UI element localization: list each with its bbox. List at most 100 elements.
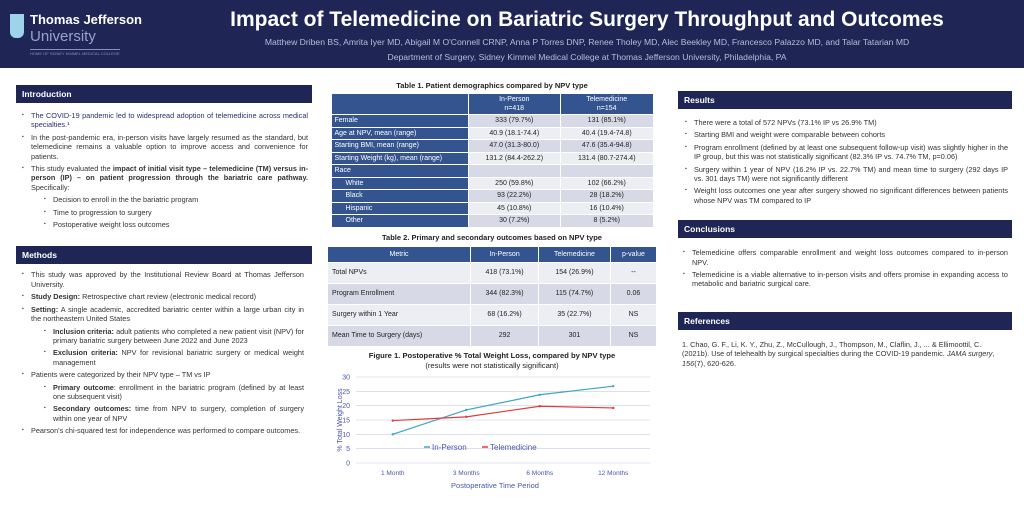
col-n: n=154: [596, 105, 617, 112]
affiliation: Department of Surgery, Sidney Kimmel Med…: [387, 52, 787, 62]
data-point: [612, 406, 615, 409]
table-cell: 418 (73.1%): [470, 261, 540, 284]
methods-sub-bullet: Exclusion criteria: NPV for revisional b…: [44, 348, 304, 367]
in-person-cell: 131.2 (84.4-262.2): [467, 151, 561, 165]
legend-label: In-Person: [432, 443, 467, 452]
label: Primary outcome: [53, 382, 114, 392]
table-cell: --: [609, 261, 658, 284]
figure-subtitle: (results were not statistically signific…: [425, 360, 559, 370]
text: adult patients who completed a new patie…: [53, 326, 304, 345]
row-label: Starting Weight (kg), mean (range): [330, 151, 469, 165]
poster-header: Thomas Jefferson University HOME OF SIDN…: [0, 0, 1024, 68]
in-person-cell: 45 (10.8%): [467, 201, 561, 215]
intro-bullet: This study evaluated the impact of initi…: [22, 164, 308, 192]
table-row: Total NPVs 418 (73.1%) 154 (26.9%) --: [326, 261, 658, 284]
conclusions-body: Telemedicine offers comparable enrollmen…: [683, 248, 1008, 292]
intro-sub-bullet: Postoperative weight loss outcomes: [44, 220, 308, 230]
row-label: Starting BMI, mean (range): [330, 139, 469, 153]
conclusions-bullet: Telemedicine offers comparable enrollmen…: [683, 248, 1008, 267]
table-cell: 292: [470, 324, 540, 347]
text: A single academic, accredited bariatric …: [31, 304, 304, 324]
x-tick-label: 12 Months: [598, 470, 629, 477]
telemedicine-cell: 40.4 (19.4-74.8): [560, 126, 654, 140]
label: Secondary outcomes:: [53, 404, 132, 414]
row-label: Hispanic: [330, 201, 469, 215]
results-bullet: Program enrollment (defined by at least …: [685, 143, 1008, 162]
row-label: Age at NPV, mean (range): [330, 126, 469, 140]
middle-column: Table 1. Patient demographics compared b…: [324, 81, 660, 493]
x-tick-label: 3 Months: [453, 470, 480, 477]
methods-bullet: Setting: A single academic, accredited b…: [22, 305, 304, 324]
text: : enrollment in the bariatric program (d…: [53, 382, 304, 401]
x-tick-label: 1 Month: [381, 470, 405, 477]
label: Study Design:: [31, 292, 81, 302]
in-person-cell: [467, 164, 561, 178]
row-label: Female: [330, 114, 469, 128]
table-cell: NS: [609, 324, 658, 347]
in-person-cell: 333 (79.7%): [467, 114, 561, 128]
intro-bullet: The COVID-19 pandemic led to widespread …: [22, 111, 308, 130]
results-bullet: There were a total of 572 NPVs (73.1% IP…: [685, 118, 1008, 128]
in-person-cell: 47.0 (31.3-80.0): [467, 139, 561, 153]
logo-j-icon: [10, 14, 24, 38]
methods-body: This study was approved by the Instituti…: [22, 270, 304, 438]
table-cell: Mean Time to Surgery (days): [326, 324, 472, 347]
table-cell: 35 (22.7%): [538, 303, 611, 326]
y-axis-label: % Total Weight Loss: [337, 387, 344, 451]
row-label: Race: [330, 164, 469, 178]
in-person-cell: 250 (59.8%): [467, 176, 561, 190]
header-cell: In-Person: [470, 245, 540, 263]
methods-bullet: Patients were categorized by their NPV t…: [22, 370, 304, 380]
header-cell: Telemedicine: [538, 245, 611, 263]
table-header-row: In-Person n=418 Telemedicine n=154: [330, 93, 654, 115]
intro-bullet: In the post-pandemic era, in-person visi…: [22, 133, 308, 161]
results-body: There were a total of 572 NPVs (73.1% IP…: [685, 118, 1008, 208]
demographics-table: In-Person n=418 Telemedicine n=154 Female 33…: [330, 93, 654, 228]
col-label: In-Person: [499, 96, 530, 103]
left-column: Introduction The COVID-19 pandemic led t…: [16, 85, 312, 439]
table-cell: 0.06: [609, 282, 658, 305]
header-cell: p-value: [609, 245, 658, 263]
table-header-row: Metric In-Person Telemedicine p-value: [326, 245, 658, 263]
methods-heading: Methods: [16, 246, 312, 265]
methods-sub-bullet: Inclusion criteria: adult patients who c…: [44, 327, 304, 346]
intro-sub-bullet: Decision to enroll in the the bariatric …: [44, 195, 308, 205]
logo-tagline: HOME OF SIDNEY KIMMEL MEDICAL COLLEGE: [30, 49, 120, 56]
introduction-heading: Introduction: [16, 85, 312, 103]
table1-caption: Table 1. Patient demographics compared b…: [396, 81, 588, 90]
col-n: n=418: [504, 105, 525, 112]
table-cell: 154 (26.9%): [538, 261, 611, 284]
table2-caption: Table 2. Primary and secondary outcomes …: [382, 232, 602, 242]
methods-bullet: This study was approved by the Instituti…: [22, 270, 304, 289]
label: Exclusion criteria:: [53, 348, 118, 358]
table-row: Program Enrollment 344 (82.3%) 115 (74.7%)…: [326, 282, 658, 305]
authors: Matthew Driben BS, Amrita Iyer MD, Abiga…: [264, 37, 910, 47]
label: Setting:: [31, 304, 59, 314]
table-cell: 301: [538, 324, 611, 347]
telemedicine-cell: 28 (18.2%): [560, 189, 654, 203]
text-bold: impact of initial visit type – telemedic…: [31, 164, 309, 183]
data-point: [538, 393, 541, 396]
table-row: Starting Weight (kg), mean (range) 131.2 …: [330, 151, 654, 165]
row-label: White: [330, 176, 469, 190]
text: ,: [992, 349, 995, 359]
methods-sub-bullet: Secondary outcomes: time from NPV to sur…: [44, 404, 304, 423]
outcomes-table: Metric In-Person Telemedicine p-value To…: [326, 245, 658, 347]
table-row: Surgery within 1 Year 68 (16.2%) 35 (22.7%…: [326, 303, 658, 326]
text: NPV for revisional bariatric surgery or …: [53, 348, 304, 367]
in-person-cell: 93 (22.2%): [467, 189, 561, 203]
y-tick-label: 10: [342, 431, 350, 438]
table-cell: 115 (74.7%): [538, 282, 611, 305]
logo-line1: Thomas Jefferson: [30, 12, 142, 27]
table-cell: NS: [609, 303, 658, 326]
results-bullet: Surgery within 1 year of NPV (16.2% IP v…: [685, 165, 1008, 184]
results-bullet: Weight loss outcomes one year after surg…: [685, 186, 1008, 205]
references-heading: References: [678, 311, 1012, 330]
telemedicine-cell: [560, 164, 654, 178]
methods-sub-bullet: Primary outcome: enrollment in the baria…: [44, 383, 304, 402]
table-row: Black 93 (22.2%) 28 (18.2%): [330, 189, 654, 203]
legend-label: Telemedicine: [490, 443, 537, 452]
y-tick-label: 25: [342, 388, 350, 395]
header-cell: Metric: [326, 245, 472, 263]
university-logo: Thomas Jefferson University HOME OF SIDN…: [10, 12, 142, 62]
